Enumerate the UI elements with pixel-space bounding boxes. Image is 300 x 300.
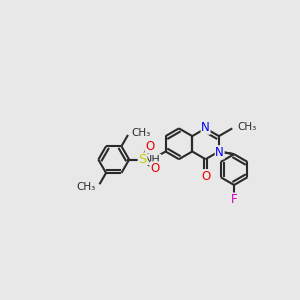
Text: CH₃: CH₃ [76,182,96,192]
Text: CH₃: CH₃ [237,122,256,132]
Text: N: N [201,121,210,134]
Text: CH₃: CH₃ [132,128,151,138]
Text: S: S [138,153,147,166]
Text: NH: NH [144,154,161,165]
Text: O: O [145,140,154,153]
Text: N: N [215,146,224,159]
Text: O: O [150,162,159,175]
Text: O: O [201,169,210,183]
Text: F: F [231,193,237,206]
